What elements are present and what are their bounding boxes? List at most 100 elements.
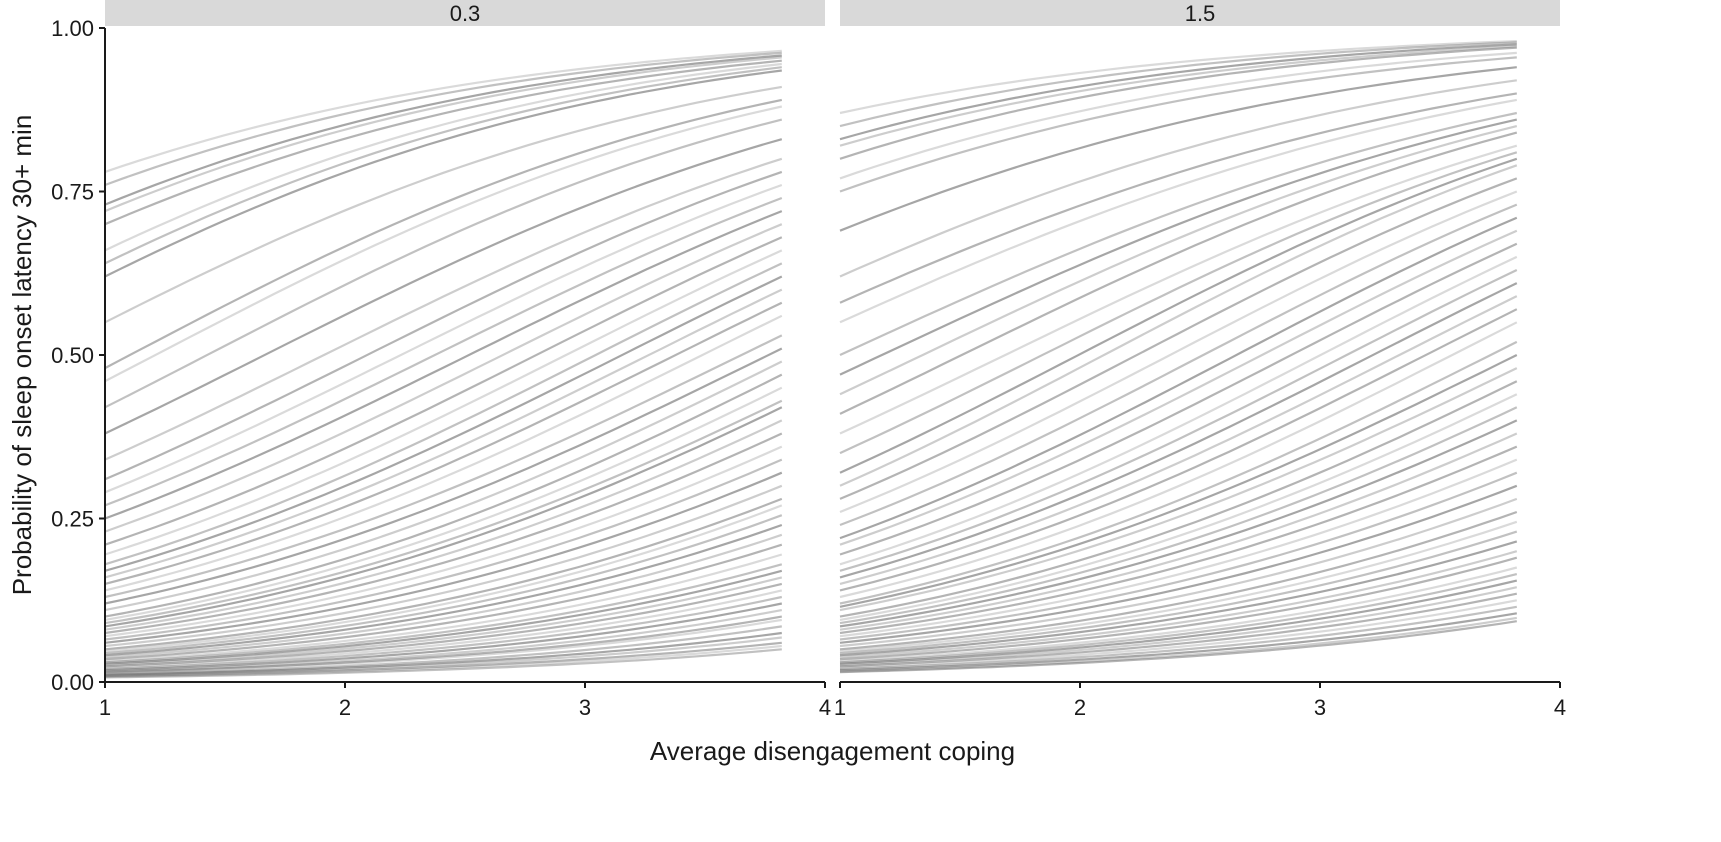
series-line xyxy=(104,49,782,173)
series-line xyxy=(104,563,783,664)
series-line xyxy=(839,432,1518,631)
panel-strip-label-right: 1.5 xyxy=(1185,1,1216,26)
series-line xyxy=(839,40,1517,115)
series-line xyxy=(104,66,782,265)
series-line xyxy=(104,347,783,605)
series-line xyxy=(839,540,1518,657)
series-line xyxy=(839,497,1518,648)
x-tick-label: 3 xyxy=(579,695,591,720)
y-tick-label: 0.00 xyxy=(51,670,94,695)
series-line xyxy=(839,510,1518,651)
series-line xyxy=(839,520,1518,653)
series-line xyxy=(104,543,783,661)
series-line xyxy=(839,242,1518,556)
series-line xyxy=(839,592,1518,668)
series-line xyxy=(104,56,782,213)
y-tick-label: 1.00 xyxy=(51,16,94,41)
panel-right: 1.5 xyxy=(839,0,1560,674)
series-line xyxy=(104,497,783,651)
series-line xyxy=(104,249,783,556)
series-line xyxy=(104,69,782,278)
series-line xyxy=(839,151,1518,455)
series-line xyxy=(839,556,1518,661)
series-line xyxy=(104,458,783,641)
series-line xyxy=(839,599,1518,669)
series-line xyxy=(104,419,783,631)
x-tick-label: 2 xyxy=(1074,695,1086,720)
series-line xyxy=(104,314,783,592)
x-tick-label: 1 xyxy=(834,695,846,720)
series-line xyxy=(104,533,783,659)
series-line xyxy=(104,301,783,585)
y-tick-label: 0.25 xyxy=(51,507,94,532)
series-line xyxy=(104,288,783,579)
series-line xyxy=(104,615,782,674)
series-line xyxy=(104,183,783,494)
series-line xyxy=(839,269,1518,572)
series-line xyxy=(839,177,1518,500)
series-line xyxy=(839,66,1517,232)
series-line xyxy=(839,380,1518,618)
series-line xyxy=(839,484,1518,644)
series-line xyxy=(104,360,783,612)
series-line xyxy=(104,236,783,546)
series-line xyxy=(839,92,1517,304)
series-line xyxy=(104,582,783,668)
series-line xyxy=(104,631,782,676)
series-line xyxy=(839,216,1518,540)
series-line xyxy=(104,138,783,435)
series-line xyxy=(839,566,1518,663)
series-lines-left xyxy=(104,49,783,679)
series-line xyxy=(839,586,1518,667)
series-lines-right xyxy=(839,40,1518,674)
series-line xyxy=(839,308,1518,592)
series-line xyxy=(104,618,782,674)
series-line xyxy=(104,105,783,383)
y-axis-label: Probability of sleep onset latency 30+ m… xyxy=(7,115,37,596)
axes: 0.000.250.500.751.001 2 3 4 1 2 3 4 xyxy=(51,16,1566,720)
x-tick-label: 4 xyxy=(819,695,831,720)
series-line xyxy=(839,340,1518,605)
series-line xyxy=(839,190,1518,514)
series-line xyxy=(839,471,1518,641)
series-line xyxy=(839,458,1518,638)
series-line xyxy=(839,393,1518,621)
series-line xyxy=(839,43,1517,141)
series-line xyxy=(104,373,783,618)
series-line xyxy=(104,648,782,679)
series-line xyxy=(104,98,783,370)
series-line xyxy=(104,644,782,678)
series-line xyxy=(839,203,1518,527)
series-line xyxy=(839,579,1518,665)
series-line xyxy=(104,641,782,678)
series-line xyxy=(839,406,1518,625)
series-line xyxy=(104,445,783,638)
series-line xyxy=(839,620,1517,674)
series-line xyxy=(104,262,783,566)
series-line xyxy=(839,282,1518,579)
series-line xyxy=(104,484,783,648)
series-line xyxy=(839,118,1518,376)
series-line xyxy=(839,51,1517,180)
series-line xyxy=(104,504,783,653)
x-tick-label: 3 xyxy=(1314,695,1326,720)
series-line xyxy=(839,111,1518,356)
y-tick-label: 0.75 xyxy=(51,180,94,205)
series-line xyxy=(104,595,783,670)
series-line xyxy=(839,612,1517,672)
series-line xyxy=(104,196,783,507)
series-line xyxy=(839,45,1517,147)
series-line xyxy=(104,62,782,252)
series-line xyxy=(839,144,1518,435)
x-tick-label: 4 xyxy=(1554,695,1566,720)
panel-strip-left xyxy=(105,0,825,26)
series-line xyxy=(839,367,1518,612)
series-line xyxy=(839,157,1518,474)
series-line xyxy=(104,432,783,635)
series-line xyxy=(104,553,783,663)
series-line xyxy=(104,85,782,324)
series-line xyxy=(839,131,1518,415)
series-line xyxy=(104,54,782,206)
series-line xyxy=(839,605,1517,670)
